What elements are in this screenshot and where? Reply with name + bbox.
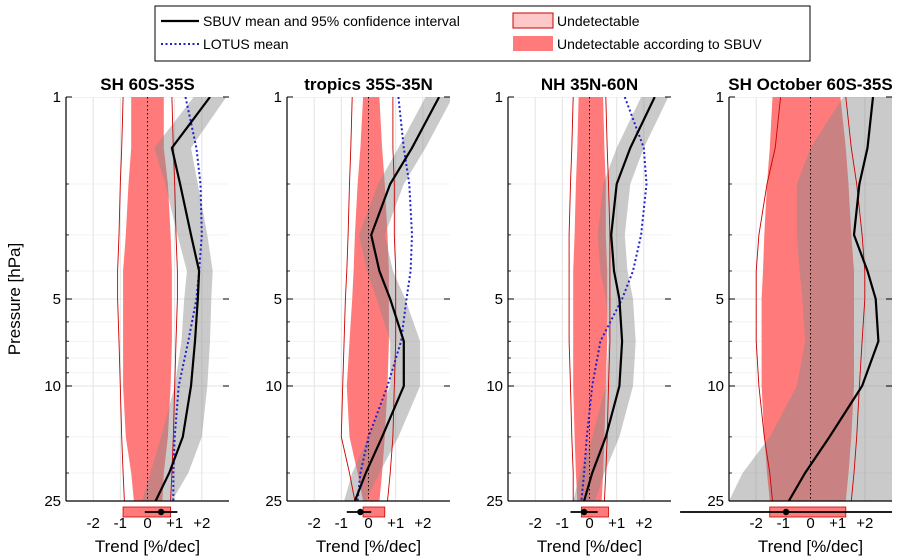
undetectable-sbuv-area: [123, 97, 172, 501]
undetectable-sbuv-area: [573, 97, 608, 501]
legend-label-undetectable-sbuv: Undetectable according to SBUV: [557, 36, 762, 52]
panel-4: 1 5 10 25 -2 -1 0 +1 +2 SH October 60S-35S Trend […: [680, 75, 893, 556]
plot-area: [729, 97, 892, 501]
x-axis-label: Trend [%/dec]: [95, 537, 200, 556]
legend-label-sbuv: SBUV mean and 95% confidence interval: [203, 13, 460, 29]
sbuv-confidence-band: [142, 97, 227, 501]
panel-title: SH October 60S-35S: [728, 75, 892, 94]
undetectable-low-line: [340, 97, 356, 501]
panel-title: tropics 35S-35N: [304, 75, 433, 94]
x-tick-label: -2: [307, 515, 320, 532]
x-tick-label: 0: [806, 515, 814, 532]
y-tick-label: 5: [716, 291, 724, 308]
legend-swatch-undetectable: [512, 12, 554, 29]
undetectable-high-line: [170, 97, 178, 501]
undetectable-low-line: [755, 97, 782, 501]
x-tick-label: -1: [556, 515, 569, 532]
sbuv-mean-line: [154, 97, 211, 501]
sbuv-confidence-band: [573, 97, 669, 501]
y-axis-label: Pressure [hPa]: [5, 243, 24, 355]
sbuv-confidence-band: [344, 97, 450, 501]
x-tick-label: -1: [335, 515, 348, 532]
plot-area: [287, 97, 450, 501]
lotus-mean-line: [580, 97, 648, 501]
bottom-mean-marker: [157, 508, 165, 516]
sbuv-mean-line: [787, 97, 880, 501]
y-tick-label: 10: [44, 378, 61, 395]
y-tick-label: 10: [707, 378, 724, 395]
x-tick-label: -1: [777, 515, 790, 532]
undetectable-low-line: [568, 97, 574, 501]
y-tick-label: 1: [495, 89, 503, 106]
x-axis-label: Trend [%/dec]: [758, 537, 863, 556]
y-tick-label: 25: [707, 493, 724, 510]
legend-swatch-undetectable-sbuv: [513, 36, 553, 51]
bottom-mean-marker: [782, 508, 790, 516]
x-tick-label: +1: [387, 515, 404, 532]
undetectable-high-line: [387, 97, 397, 501]
y-tick-label: 5: [274, 291, 282, 308]
y-tick-label: 25: [265, 493, 282, 510]
x-tick-label: +2: [635, 515, 652, 532]
legend-label-lotus: LOTUS mean: [203, 36, 289, 52]
plot-area: [66, 97, 229, 501]
panel-3: 1 5 10 25 -2 -1 0 +1 +2 NH 35N-60N Trend [%/dec]: [486, 75, 671, 556]
x-tick-label: +2: [856, 515, 873, 532]
panel-2: 1 5 10 25 -2 -1 0 +1 +2 tropics 35S-35N Trend [%/d…: [265, 75, 450, 556]
x-tick-label: +2: [414, 515, 431, 532]
x-tick-label: 0: [143, 515, 151, 532]
y-tick-label: 1: [53, 89, 61, 106]
bottom-mean-marker: [580, 508, 588, 516]
sbuv-mean-line: [583, 97, 656, 501]
undetectable-high-line: [845, 97, 866, 501]
y-tick-label: 25: [44, 493, 61, 510]
sbuv-confidence-band: [729, 97, 892, 501]
x-tick-label: -2: [86, 515, 99, 532]
y-tick-label: 1: [716, 89, 724, 106]
sbuv-mean-line: [353, 97, 441, 501]
y-tick-label: 25: [486, 493, 503, 510]
undetectable-sbuv-area: [761, 97, 854, 501]
x-tick-label: 0: [585, 515, 593, 532]
legend-box: [154, 5, 811, 62]
x-tick-label: +1: [608, 515, 625, 532]
undetectable-sbuv-area: [346, 97, 389, 501]
legend-label-undetectable: Undetectable: [557, 13, 640, 29]
y-tick-label: 1: [274, 89, 282, 106]
lotus-mean-line: [172, 97, 203, 501]
bottom-mean-marker: [357, 508, 364, 516]
panel-title: SH 60S-35S: [100, 75, 195, 94]
x-axis-label: Trend [%/dec]: [537, 537, 642, 556]
panel-1: 1 5 10 25 -2 -1 0 +1 +2 SH 60S-35S Trend [%/dec]: [44, 75, 229, 556]
x-axis-label: Trend [%/dec]: [316, 537, 421, 556]
lotus-mean-line: [356, 97, 414, 501]
y-tick-label: 10: [265, 378, 282, 395]
plot-area: [508, 97, 671, 501]
x-tick-label: -1: [114, 515, 127, 532]
y-tick-label: 5: [53, 291, 61, 308]
legend: SBUV mean and 95% confidence interval LOT…: [154, 5, 811, 62]
panel-title: NH 35N-60N: [541, 75, 638, 94]
x-tick-label: 0: [364, 515, 372, 532]
undetectable-low-line: [117, 97, 125, 501]
x-tick-label: +1: [166, 515, 183, 532]
x-tick-label: -2: [749, 515, 762, 532]
undetectable-high-line: [603, 97, 611, 501]
y-tick-label: 5: [495, 291, 503, 308]
x-tick-label: +2: [193, 515, 210, 532]
x-tick-label: -2: [528, 515, 541, 532]
y-tick-label: 10: [486, 378, 503, 395]
x-tick-label: +1: [829, 515, 846, 532]
